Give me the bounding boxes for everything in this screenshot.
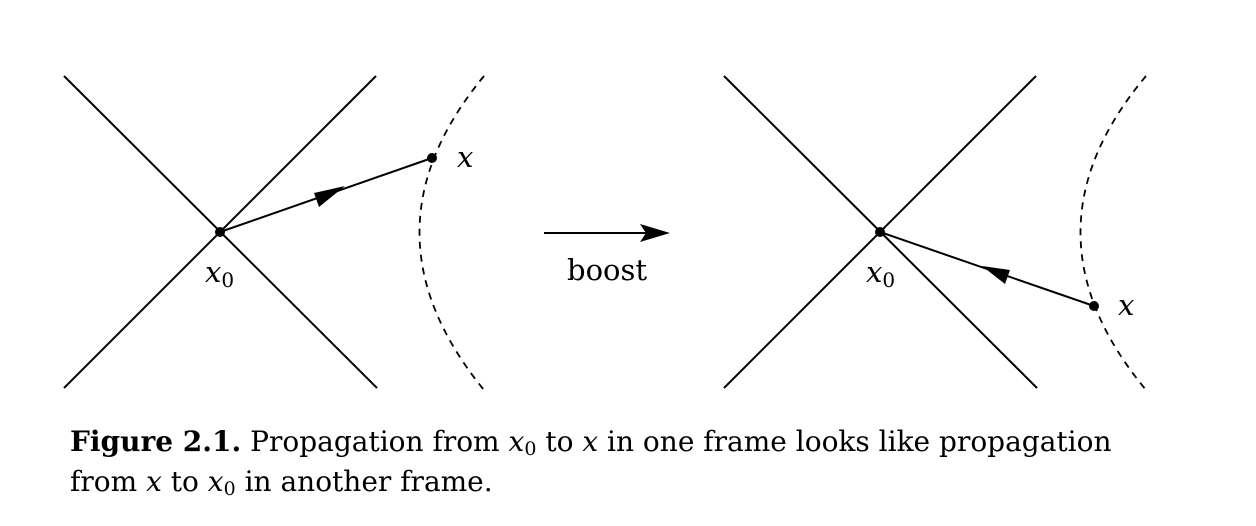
left-origin-point	[215, 227, 225, 237]
caption-var-x-a: x	[582, 425, 599, 458]
caption-text-2: to	[545, 425, 574, 458]
right-dashed-hyperbola	[1079, 75, 1147, 391]
caption-var-x0-a: x0	[508, 425, 537, 460]
figure-caption: Figure 2.1. Propagation from x0 to x in …	[70, 422, 1190, 502]
caption-text-1: Propagation from	[250, 425, 500, 458]
right-arrowhead	[982, 266, 1010, 284]
right-endpoint-point	[1089, 301, 1099, 311]
left-endpoint-point	[427, 153, 437, 163]
caption-var-x-b: x	[146, 465, 162, 498]
boost-transition: boost	[544, 224, 670, 287]
left-arrowhead	[314, 186, 345, 207]
left-endpoint-label: x	[457, 140, 473, 174]
left-dashed-hyperbola	[418, 75, 485, 391]
left-panel: x0 x	[63, 75, 485, 391]
boost-label: boost	[567, 253, 647, 287]
caption-text-5: to	[170, 465, 199, 498]
right-origin-label: x0	[866, 255, 895, 292]
right-origin-point	[875, 227, 885, 237]
left-origin-label: x0	[205, 255, 234, 292]
boost-arrowhead	[640, 224, 670, 242]
caption-text-6: in another frame.	[244, 465, 493, 498]
caption-text-4: from	[70, 465, 138, 498]
caption-text-3: in one frame looks like propagation	[607, 425, 1112, 458]
caption-var-x0-b: x0	[207, 465, 236, 500]
caption-figure-number: Figure 2.1.	[70, 425, 242, 458]
right-endpoint-label: x	[1118, 288, 1134, 322]
right-panel: x0 x	[723, 75, 1147, 391]
